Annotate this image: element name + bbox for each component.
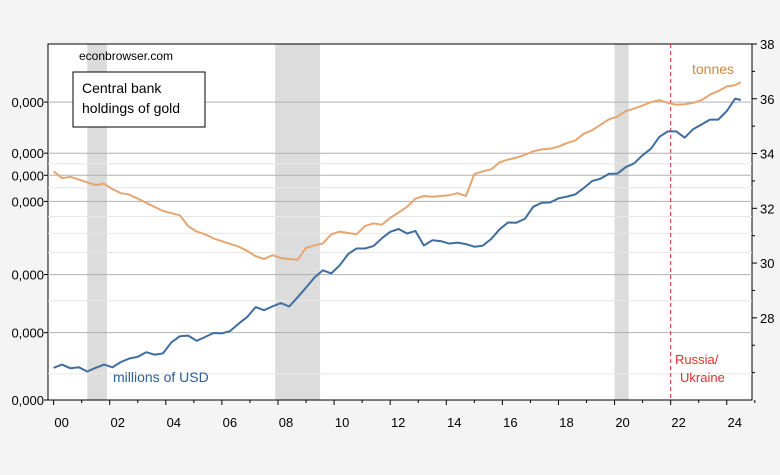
x-tick-label: 10 (335, 415, 349, 430)
x-tick-label: 24 (728, 415, 742, 430)
right-tick-label: 34 (760, 147, 774, 162)
series-lines (52, 81, 742, 373)
right-tick-label: 38 (760, 37, 774, 52)
x-tick-label: 06 (223, 415, 237, 430)
left-axis-ticks: 0,000 0,000 0,000 0,000 0,000 0,000 0,000 (11, 95, 48, 408)
grid-lines (48, 101, 752, 375)
x-tick-label: 00 (54, 415, 68, 430)
legend-box: Central bank holdings of gold (72, 71, 206, 128)
legend-title: Central bank holdings of gold (82, 80, 180, 116)
left-tick-label: 0,000 (11, 393, 44, 408)
right-tick-label: 32 (760, 201, 774, 216)
russia-ukraine-label-line-1: Russia/ (675, 352, 719, 367)
source-note: econbrowser.com (79, 49, 173, 63)
recession-band (275, 44, 321, 400)
right-tick-label: 30 (760, 256, 774, 271)
series-label-millions-usd: millions of USD (113, 369, 209, 385)
x-axis-ticks: 00 02 04 06 08 10 12 14 16 18 20 22 24 (53, 400, 756, 430)
recession-band (87, 44, 107, 400)
right-tick-label: 36 (760, 92, 774, 107)
x-tick-label: 12 (391, 415, 405, 430)
left-tick-label: 0,000 (11, 95, 44, 110)
x-tick-label: 02 (110, 415, 124, 430)
series-line-tonnes (52, 81, 742, 261)
x-tick-label: 04 (167, 415, 181, 430)
x-tick-label: 08 (279, 415, 293, 430)
x-tick-label: 14 (447, 415, 461, 430)
right-tick-label: 28 (760, 311, 774, 326)
legend-title-line-2: holdings of gold (82, 100, 180, 116)
x-tick-label: 22 (671, 415, 685, 430)
recession-band (614, 44, 629, 400)
left-tick-label: 0,000 (11, 326, 44, 341)
recession-shading (87, 44, 629, 400)
left-tick-label: 0,000 (11, 268, 44, 283)
legend-box-frame (72, 71, 206, 128)
series-label-tonnes: tonnes (692, 61, 734, 77)
left-tick-label: 0,000 (11, 168, 44, 183)
series-line-millions-usd (53, 97, 742, 373)
x-tick-label: 16 (503, 415, 517, 430)
russia-ukraine-label-line-2: Ukraine (680, 370, 725, 385)
legend-title-line-1: Central bank (82, 80, 162, 96)
x-tick-label: 18 (559, 415, 573, 430)
russia-ukraine-label: Russia/ Ukraine (675, 352, 725, 385)
left-tick-label: 0,000 (11, 194, 44, 209)
left-tick-label: 0,000 (11, 146, 44, 161)
x-tick-label: 20 (615, 415, 629, 430)
right-axis-ticks: 38 36 34 32 30 28 (752, 37, 774, 374)
